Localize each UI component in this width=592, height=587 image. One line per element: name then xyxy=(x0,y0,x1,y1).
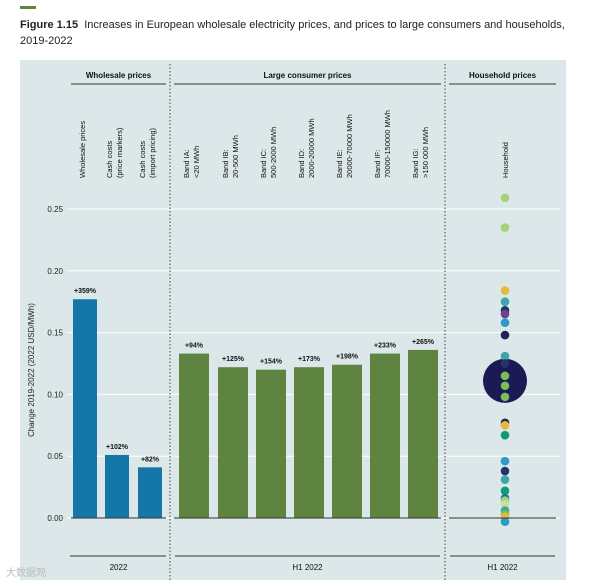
figure-accent-line xyxy=(20,6,36,9)
group-header: Large consumer prices xyxy=(263,71,352,80)
bar xyxy=(370,353,400,518)
category-label: Band IE: xyxy=(335,149,344,178)
watermark: 大数据观 xyxy=(6,568,46,579)
data-point xyxy=(500,223,510,232)
bar xyxy=(105,454,129,518)
bar xyxy=(294,367,324,518)
category-label: Band IF: xyxy=(373,150,382,178)
category-label: Wholesale prices xyxy=(78,121,87,178)
chart-panel: 0.00 0.05 0.10 0.15 0.20 0.25 Change 2019-2022… xyxy=(20,60,566,580)
y-tick-label: 0.20 xyxy=(47,267,63,276)
category-label: (price markers) xyxy=(115,127,124,178)
category-label: Household xyxy=(501,142,510,178)
median-marker xyxy=(483,358,527,403)
data-point xyxy=(500,309,510,319)
data-point xyxy=(500,286,510,295)
data-point xyxy=(500,351,510,361)
category-label: <20 MWh xyxy=(192,146,201,178)
bar xyxy=(332,364,362,518)
category-label: Band IG: xyxy=(411,148,420,178)
figure-caption: Increases in European wholesale electric… xyxy=(20,19,565,47)
bar xyxy=(73,299,97,518)
bar-value-label: +125% xyxy=(222,356,245,363)
data-point xyxy=(500,318,510,328)
category-label: >150 000 MWh xyxy=(421,127,430,178)
bar-value-label: +198% xyxy=(336,354,359,361)
bar xyxy=(218,367,248,518)
category-label: Cash costs xyxy=(105,141,114,178)
data-point xyxy=(500,430,510,440)
y-tick-label: 0.00 xyxy=(47,514,63,523)
bar-value-label: +173% xyxy=(298,356,321,363)
category-label: Band ID: xyxy=(297,149,306,178)
data-point xyxy=(500,330,510,340)
bar xyxy=(408,349,438,518)
period-label: H1 2022 xyxy=(487,563,518,572)
bar-value-label: +94% xyxy=(185,343,204,350)
data-point xyxy=(500,475,510,484)
bar-value-label: +233% xyxy=(374,343,397,350)
group-header: Wholesale prices xyxy=(86,71,152,80)
y-tick-label: 0.15 xyxy=(47,329,63,338)
plot-background xyxy=(20,60,566,580)
bar-value-label: +265% xyxy=(412,339,435,346)
bar xyxy=(138,467,162,518)
category-label: 500-2000 MWh xyxy=(269,127,278,178)
data-point xyxy=(500,297,510,306)
category-label: Band IB: xyxy=(221,149,230,178)
data-point xyxy=(500,486,510,496)
bar xyxy=(256,369,286,518)
category-label: 20000-70000 MWh xyxy=(345,114,354,178)
category-label: Cash costs xyxy=(138,141,147,178)
data-point xyxy=(500,359,510,368)
data-point xyxy=(500,500,510,509)
chart-svg: 0.00 0.05 0.10 0.15 0.20 0.25 Change 2019-2022… xyxy=(20,60,566,580)
data-point xyxy=(500,517,510,527)
data-point xyxy=(500,371,510,381)
period-label: H1 2022 xyxy=(292,563,323,572)
bar-value-label: +102% xyxy=(106,444,129,451)
group-header: Household prices xyxy=(469,71,537,80)
data-point xyxy=(500,466,510,476)
bar-value-label: +82% xyxy=(141,456,160,463)
period-label: 2022 xyxy=(110,563,128,572)
bar xyxy=(179,353,209,518)
category-label: (import pricing) xyxy=(148,127,157,178)
data-point xyxy=(500,381,510,391)
y-tick-label: 0.05 xyxy=(47,452,63,461)
y-tick-label: 0.25 xyxy=(47,205,63,214)
bar-value-label: +154% xyxy=(260,359,283,366)
data-point xyxy=(500,392,510,402)
figure-title: Figure 1.15 Increases in European wholes… xyxy=(20,17,565,49)
bar-value-label: +359% xyxy=(74,288,97,295)
category-label: Band IC: xyxy=(259,149,268,178)
y-axis-label: Change 2019-2022 (2022 USD/MWh) xyxy=(27,303,36,437)
figure-number: Figure 1.15 xyxy=(20,19,79,31)
data-point xyxy=(500,456,510,466)
data-point xyxy=(500,421,510,430)
data-point xyxy=(500,193,510,203)
category-label: Band IA: xyxy=(182,149,191,178)
y-tick-label: 0.10 xyxy=(47,390,63,399)
category-label: 20-500 MWh xyxy=(231,135,240,178)
category-label: 2000-20000 MWh xyxy=(307,118,316,178)
category-label: 70000-150000 MWh xyxy=(383,110,392,178)
